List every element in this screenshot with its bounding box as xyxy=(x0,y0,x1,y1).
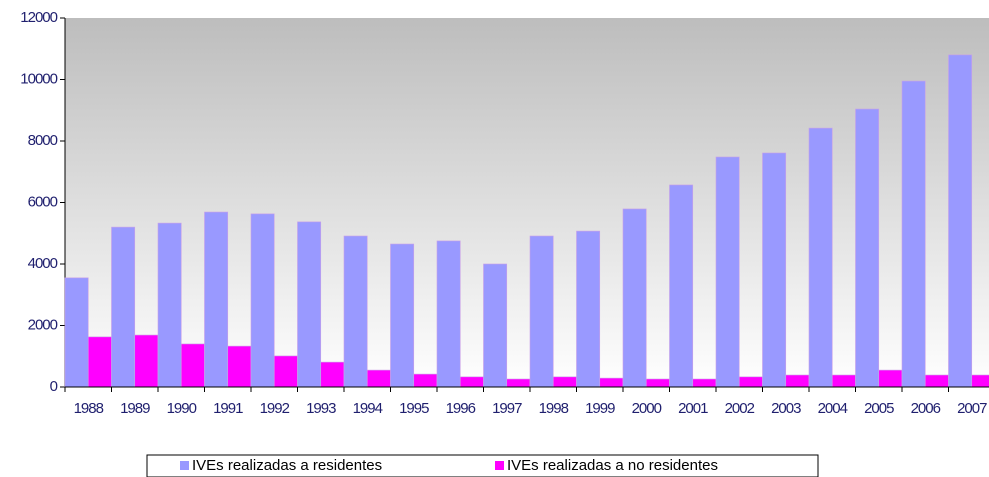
y-tick-label: 6000 xyxy=(28,193,58,210)
x-tick-label: 1999 xyxy=(585,400,615,417)
bar xyxy=(529,235,554,388)
bar xyxy=(785,374,810,388)
bar xyxy=(111,226,136,388)
bar xyxy=(762,152,787,388)
y-tick-label: 8000 xyxy=(28,132,58,149)
x-tick-label: 2001 xyxy=(678,400,708,417)
bar xyxy=(227,345,252,388)
bar xyxy=(320,361,345,388)
bar xyxy=(87,336,112,388)
bar xyxy=(808,127,833,388)
bar xyxy=(180,343,205,388)
y-tick-label: 4000 xyxy=(28,255,58,272)
x-tick-label: 2004 xyxy=(818,400,848,417)
bar xyxy=(971,374,989,388)
bar xyxy=(878,369,903,388)
x-tick-label: 2006 xyxy=(911,400,941,417)
x-tick-label: 1993 xyxy=(306,400,336,417)
x-tick-label: 1988 xyxy=(74,400,104,417)
bar xyxy=(831,374,856,388)
bar xyxy=(483,263,508,388)
bar xyxy=(692,378,717,388)
x-tick-label: 2007 xyxy=(957,400,987,417)
bar xyxy=(459,376,484,388)
x-tick-label: 2002 xyxy=(725,400,755,417)
x-tick-label: 1997 xyxy=(492,400,522,417)
bar xyxy=(436,240,461,388)
bar xyxy=(599,377,624,388)
bar xyxy=(738,376,763,388)
bar xyxy=(552,376,577,388)
bar xyxy=(924,374,949,388)
legend xyxy=(146,454,819,477)
bar xyxy=(64,277,89,388)
bar xyxy=(157,222,182,388)
legend-label: IVEs realizadas a no residentes xyxy=(507,457,718,474)
bar xyxy=(948,54,973,388)
legend-swatch xyxy=(180,461,189,470)
x-tick-label: 1994 xyxy=(353,400,383,417)
legend-label: IVEs realizadas a residentes xyxy=(192,457,382,474)
y-tick-label: 12000 xyxy=(20,9,57,26)
bar xyxy=(645,378,670,388)
bar xyxy=(134,334,159,388)
bar xyxy=(204,211,229,388)
bar xyxy=(366,369,391,388)
x-tick-label: 1992 xyxy=(260,400,290,417)
bar xyxy=(506,378,531,388)
x-tick-label: 1995 xyxy=(399,400,429,417)
bar xyxy=(669,184,694,388)
y-tick-label: 0 xyxy=(50,378,58,395)
bar xyxy=(715,156,740,388)
x-tick-label: 1998 xyxy=(539,400,569,417)
bar xyxy=(855,108,880,388)
bar xyxy=(250,213,275,388)
bar xyxy=(622,208,647,388)
bar xyxy=(576,230,601,388)
bar xyxy=(901,80,926,388)
x-tick-label: 1991 xyxy=(213,400,243,417)
x-tick-label: 2003 xyxy=(771,400,801,417)
x-tick-label: 1996 xyxy=(446,400,476,417)
plot-area xyxy=(65,18,989,387)
bar xyxy=(413,373,438,388)
x-tick-label: 1989 xyxy=(120,400,150,417)
bar xyxy=(297,221,322,388)
x-tick-label: 2005 xyxy=(864,400,894,417)
x-tick-label: 2000 xyxy=(632,400,662,417)
y-tick-label: 10000 xyxy=(20,70,57,87)
bar xyxy=(343,235,368,388)
bar xyxy=(273,355,298,388)
y-tick-label: 2000 xyxy=(28,316,58,333)
x-tick-label: 1990 xyxy=(167,400,197,417)
legend-swatch xyxy=(495,461,504,470)
bar xyxy=(390,243,415,388)
